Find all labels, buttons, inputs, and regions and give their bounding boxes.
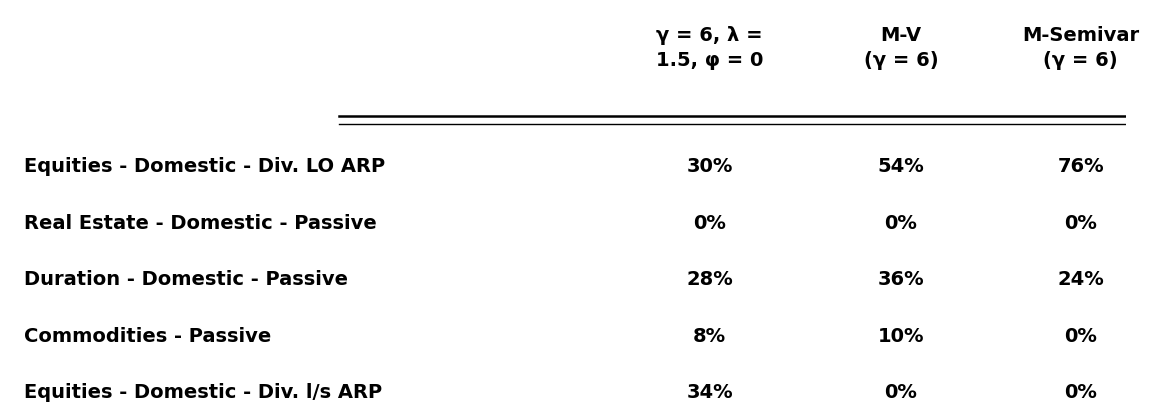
Text: 10%: 10% (877, 326, 925, 346)
Text: Real Estate - Domestic - Passive: Real Estate - Domestic - Passive (24, 214, 377, 233)
Text: 0%: 0% (693, 214, 726, 233)
Text: Equities - Domestic - Div. LO ARP: Equities - Domestic - Div. LO ARP (24, 157, 385, 176)
Text: M-V
(γ = 6): M-V (γ = 6) (864, 26, 938, 70)
Text: 0%: 0% (1064, 383, 1097, 402)
Text: 36%: 36% (877, 270, 925, 289)
Text: 76%: 76% (1057, 157, 1104, 176)
Text: 54%: 54% (877, 157, 925, 176)
Text: 24%: 24% (1057, 270, 1104, 289)
Text: 0%: 0% (884, 383, 918, 402)
Text: 0%: 0% (884, 214, 918, 233)
Text: 8%: 8% (693, 326, 727, 346)
Text: 30%: 30% (687, 157, 733, 176)
Text: 34%: 34% (687, 383, 733, 402)
Text: 0%: 0% (1064, 214, 1097, 233)
Text: Equities - Domestic - Div. l/s ARP: Equities - Domestic - Div. l/s ARP (24, 383, 382, 402)
Text: γ = 6, λ =
1.5, φ = 0: γ = 6, λ = 1.5, φ = 0 (656, 26, 764, 70)
Text: M-Semivar
(γ = 6): M-Semivar (γ = 6) (1022, 26, 1140, 70)
Text: Duration - Domestic - Passive: Duration - Domestic - Passive (24, 270, 348, 289)
Text: 28%: 28% (687, 270, 733, 289)
Text: Commodities - Passive: Commodities - Passive (24, 326, 271, 346)
Text: 0%: 0% (1064, 326, 1097, 346)
